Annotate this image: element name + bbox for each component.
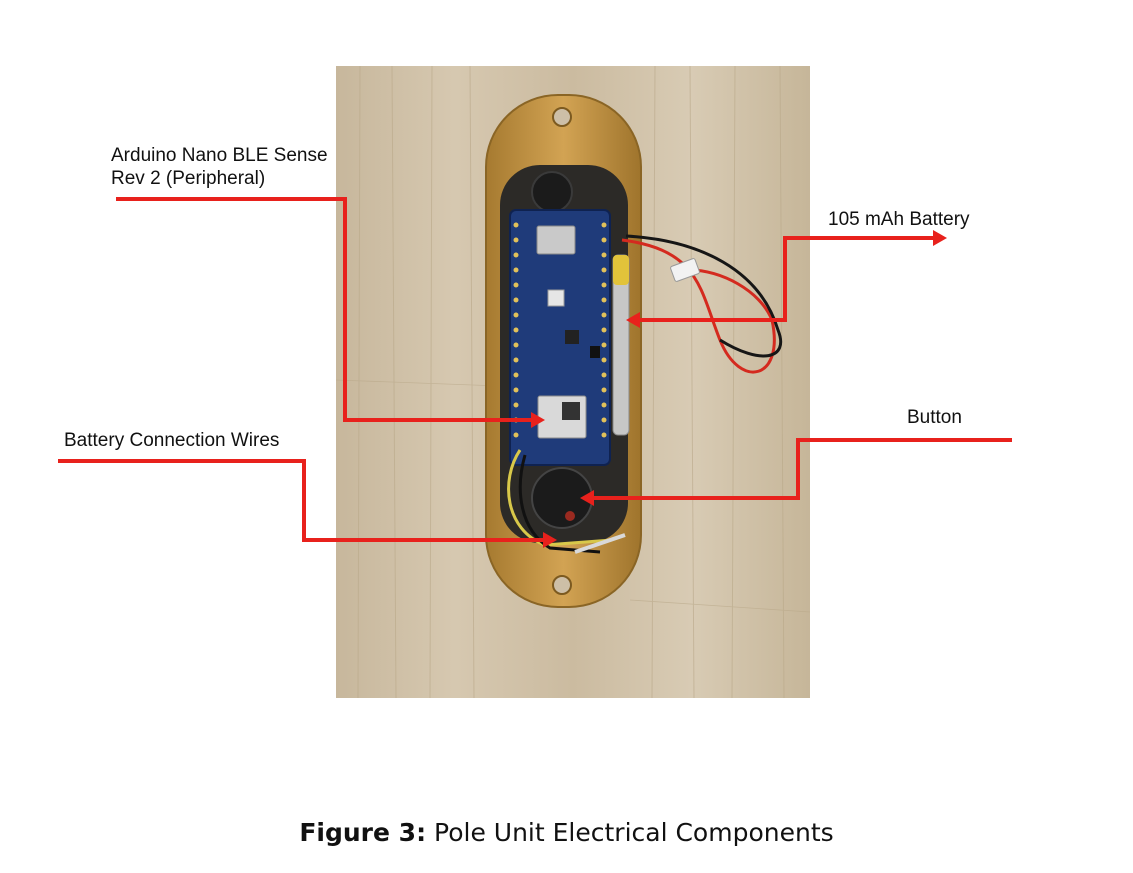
label-battery: 105 mAh Battery (828, 209, 970, 230)
arrowhead-battery-left (626, 312, 640, 328)
push-button-center (565, 511, 575, 521)
caption-text: Pole Unit Electrical Components (434, 818, 834, 847)
photo (335, 65, 811, 699)
battery-cap (613, 255, 629, 285)
chip (565, 330, 579, 344)
label-arduino: Arduino Nano BLE Sense Rev 2 (Peripheral… (111, 144, 328, 190)
arrowhead-battery-right (933, 230, 947, 246)
mount-hole-bottom (552, 575, 572, 595)
figure-caption: Figure 3: Pole Unit Electrical Component… (0, 818, 1133, 847)
caption-prefix: Figure 3: (299, 818, 427, 847)
top-connector (531, 171, 573, 213)
wire-yellow (507, 449, 613, 547)
reset-button (547, 289, 565, 307)
label-wires: Battery Connection Wires (64, 430, 280, 451)
qr-code (562, 402, 580, 420)
leader-lines (58, 197, 1012, 548)
wood-grain (335, 65, 811, 699)
chip-2 (590, 346, 600, 358)
mount-hole-top (552, 107, 572, 127)
arrowhead-button (580, 490, 594, 506)
pin-header-bottom (574, 533, 626, 554)
leader-button (592, 438, 1012, 500)
leader-arduino (116, 197, 533, 422)
wire-black-bottom (518, 454, 601, 554)
usb-port (536, 225, 576, 255)
leader-battery (638, 236, 935, 322)
arrowhead-wires (543, 532, 557, 548)
label-arduino-line2: Rev 2 (Peripheral) (111, 168, 266, 189)
pin-headers (513, 222, 607, 438)
arrowhead-arduino (531, 412, 545, 428)
jst-connector (670, 258, 700, 282)
leader-wires (58, 459, 545, 542)
label-arduino-line1: Arduino Nano BLE Sense (111, 145, 328, 166)
label-button: Button (907, 407, 962, 428)
